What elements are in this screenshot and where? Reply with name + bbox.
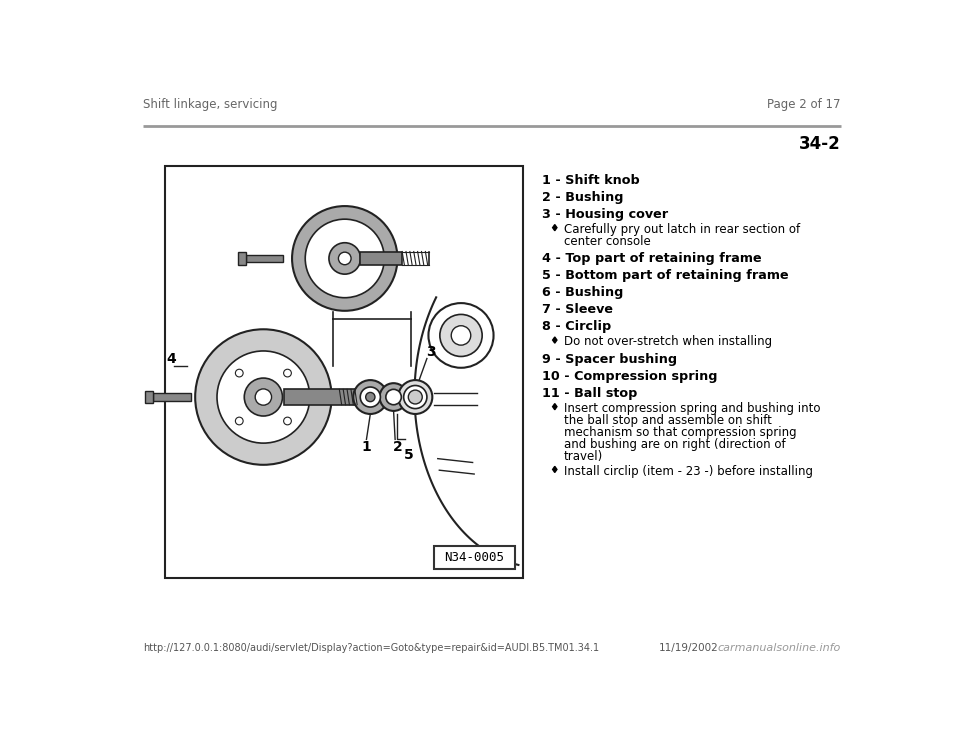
Text: Do not over-stretch when installing: Do not over-stretch when installing — [564, 335, 772, 349]
Circle shape — [217, 351, 310, 443]
Circle shape — [255, 389, 272, 405]
Polygon shape — [553, 225, 557, 231]
Circle shape — [386, 390, 401, 404]
Bar — [359, 252, 402, 266]
Text: the ball stop and assemble on shift: the ball stop and assemble on shift — [564, 414, 772, 427]
Text: N34-0005: N34-0005 — [444, 551, 504, 564]
Text: 4 - Top part of retaining frame: 4 - Top part of retaining frame — [542, 252, 762, 266]
Text: Page 2 of 17: Page 2 of 17 — [767, 98, 841, 111]
Circle shape — [408, 390, 422, 404]
Circle shape — [366, 393, 375, 401]
Text: 8 - Circlip: 8 - Circlip — [542, 320, 612, 333]
Circle shape — [379, 383, 408, 411]
Text: 10 - Compression spring: 10 - Compression spring — [542, 370, 718, 383]
Circle shape — [244, 378, 282, 416]
Text: Shift linkage, servicing: Shift linkage, servicing — [143, 98, 277, 111]
Text: 2: 2 — [393, 440, 402, 454]
Text: Carefully pry out latch in rear section of: Carefully pry out latch in rear section … — [564, 223, 801, 236]
Bar — [284, 390, 363, 404]
Text: 9 - Spacer bushing: 9 - Spacer bushing — [542, 352, 678, 366]
Text: 1 - Shift knob: 1 - Shift knob — [542, 174, 640, 187]
Text: 3: 3 — [426, 345, 436, 359]
Polygon shape — [553, 466, 557, 473]
Circle shape — [440, 315, 482, 356]
Circle shape — [305, 219, 384, 298]
Text: Insert compression spring and bushing into: Insert compression spring and bushing in… — [564, 402, 821, 415]
Text: http://127.0.0.1:8080/audi/servlet/Display?action=Goto&type=repair&id=AUDI.B5.TM: http://127.0.0.1:8080/audi/servlet/Displ… — [143, 643, 599, 653]
Text: mechanism so that compression spring: mechanism so that compression spring — [564, 426, 797, 439]
Polygon shape — [553, 404, 557, 410]
Circle shape — [451, 326, 470, 345]
Circle shape — [283, 417, 292, 425]
Text: 5 - Bottom part of retaining frame: 5 - Bottom part of retaining frame — [542, 269, 789, 282]
Circle shape — [329, 243, 361, 274]
Text: carmanualsonline.info: carmanualsonline.info — [717, 643, 841, 653]
Circle shape — [195, 329, 331, 464]
Text: travel): travel) — [564, 450, 603, 463]
Text: 1: 1 — [362, 440, 372, 454]
Text: Install circlip (item - 23 -) before installing: Install circlip (item - 23 -) before ins… — [564, 464, 813, 478]
Text: 7 - Sleeve: 7 - Sleeve — [542, 303, 613, 316]
Circle shape — [235, 370, 243, 377]
Bar — [238, 252, 246, 265]
Text: 3 - Housing cover: 3 - Housing cover — [542, 208, 668, 220]
Circle shape — [398, 380, 432, 414]
Polygon shape — [553, 337, 557, 343]
Circle shape — [360, 387, 380, 407]
Text: 2 - Bushing: 2 - Bushing — [542, 191, 624, 204]
Circle shape — [353, 380, 388, 414]
Text: 11 - Ball stop: 11 - Ball stop — [542, 387, 637, 400]
Text: 4: 4 — [166, 352, 176, 366]
Circle shape — [403, 386, 427, 409]
Bar — [153, 393, 191, 401]
Circle shape — [235, 417, 243, 425]
Circle shape — [339, 252, 351, 265]
Bar — [434, 545, 516, 569]
Circle shape — [428, 303, 493, 368]
Text: 34-2: 34-2 — [799, 135, 841, 154]
Circle shape — [283, 370, 292, 377]
Bar — [165, 166, 523, 578]
Bar — [145, 391, 153, 403]
Text: and bushing are on right (direction of: and bushing are on right (direction of — [564, 438, 785, 451]
Text: 11/19/2002: 11/19/2002 — [659, 643, 718, 653]
Text: 6 - Bushing: 6 - Bushing — [542, 286, 624, 299]
Bar — [246, 255, 283, 262]
Circle shape — [292, 206, 397, 311]
Text: 5: 5 — [404, 447, 414, 462]
Text: center console: center console — [564, 235, 651, 248]
